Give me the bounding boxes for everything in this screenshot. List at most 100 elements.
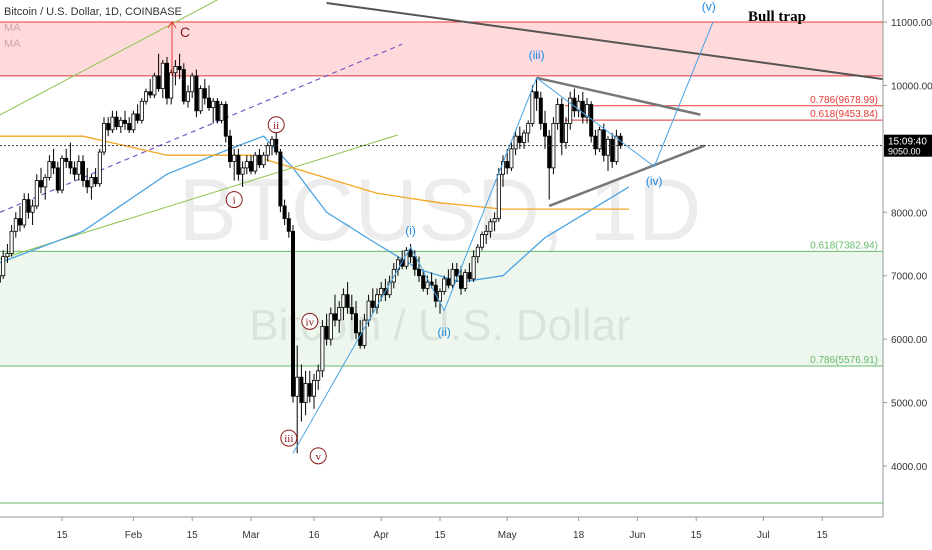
time-axis-bg [0,517,932,550]
resistance-zone [0,22,883,76]
candle-body [257,154,262,166]
candle-body [43,176,48,188]
candle-body [593,135,598,150]
red-wave-circle [267,116,285,134]
candle-body [601,129,606,156]
candle-body [282,205,287,220]
time-tick-label: May [498,530,517,541]
candle-body [555,104,560,124]
time-tick-label: 16 [308,530,320,541]
candle-body [416,268,421,277]
price-tick-label: 10000.00 [891,81,932,92]
candle-body [127,123,132,131]
price-tick-label: 7000.00 [891,272,928,283]
candle-body [374,294,379,308]
candle-body [5,253,10,258]
candle-body [559,104,564,143]
time-tick-label: Jul [757,530,770,541]
red-wave-label: v [315,451,321,463]
candle-body [164,62,169,99]
price-tick-label: 11000.00 [891,18,932,29]
wave-c-label: C [180,24,190,40]
candle-body [85,180,90,188]
candle-body [17,218,22,226]
candle-body [177,66,182,70]
candle-body [206,97,211,109]
candle-body [475,246,480,258]
symbol-title[interactable]: Bitcoin / U.S. Dollar, 1D, COINBASE [4,6,182,18]
candle-body [303,383,308,403]
fib-label: 0.786(5576.91) [810,355,878,366]
candle-body [412,256,417,270]
candle-body [400,259,405,267]
red-wave-circle [301,312,319,330]
time-tick-label: Feb [125,530,143,541]
wave-c-arrowhead [167,21,177,29]
candle-body [223,104,228,137]
candle-body [202,88,207,99]
blue-wave-label: (v) [702,0,716,14]
ma-fast-line [0,135,630,283]
time-tick-label: 18 [573,530,585,541]
time-tick-label: Jun [629,530,645,541]
red-wave-label: ii [273,120,279,132]
candle-body [488,221,493,232]
time-tick-label: 15 [817,530,829,541]
candle-body [311,379,316,397]
candle-body [236,154,241,175]
price-tick-label: 6000.00 [891,335,928,346]
candle-body [194,75,199,112]
candle-body [572,97,577,112]
candle-body [68,161,73,169]
candle-body [9,230,14,254]
current-price-label: 9050.00 [888,147,921,157]
candle-body [320,326,325,372]
price-axis-bg [883,0,932,550]
candle-body [349,307,354,315]
candle-body [89,176,94,188]
candle-body [261,154,266,166]
candle-body [265,145,270,156]
candle-body [614,135,619,162]
channel-upper [0,0,219,116]
candle-body [152,75,157,96]
wave-count-path [292,21,714,454]
fib-label: 0.618(9453.84) [810,109,878,120]
candle-body [30,205,35,213]
candle-body [433,284,438,302]
triangle-upper [536,76,701,116]
candle-body [526,123,531,134]
red-wave-label: i [233,195,236,207]
candle-body [143,91,148,102]
time-tick-label: Mar [242,530,260,541]
candle-body [148,91,153,96]
candle-body [1,256,6,277]
candle-body [328,313,333,340]
candle-body [211,100,216,109]
candle-body [492,218,497,223]
candle-body [450,268,455,286]
candle-body [290,230,295,397]
candle-body [240,167,245,175]
candle-body [299,376,304,403]
candle-body [26,199,31,213]
bull-trap-label: Bull trap [748,9,806,25]
candle-body [248,161,253,172]
candle-body [387,281,392,296]
candle-body [362,319,367,346]
fib-label: 0.618(7382.94) [810,240,878,251]
candle-body [64,157,69,162]
downtrend-line [326,1,884,81]
candle-body [215,100,220,121]
candle-body [471,256,476,280]
candle-body [496,173,501,220]
red-wave-circle [280,429,298,447]
candle-body [547,135,552,169]
candle-body [110,116,115,131]
candle-body [72,167,77,175]
candle-body [244,161,249,169]
candle-body [181,69,186,102]
candle-body [425,281,430,289]
candle-body [93,176,98,185]
